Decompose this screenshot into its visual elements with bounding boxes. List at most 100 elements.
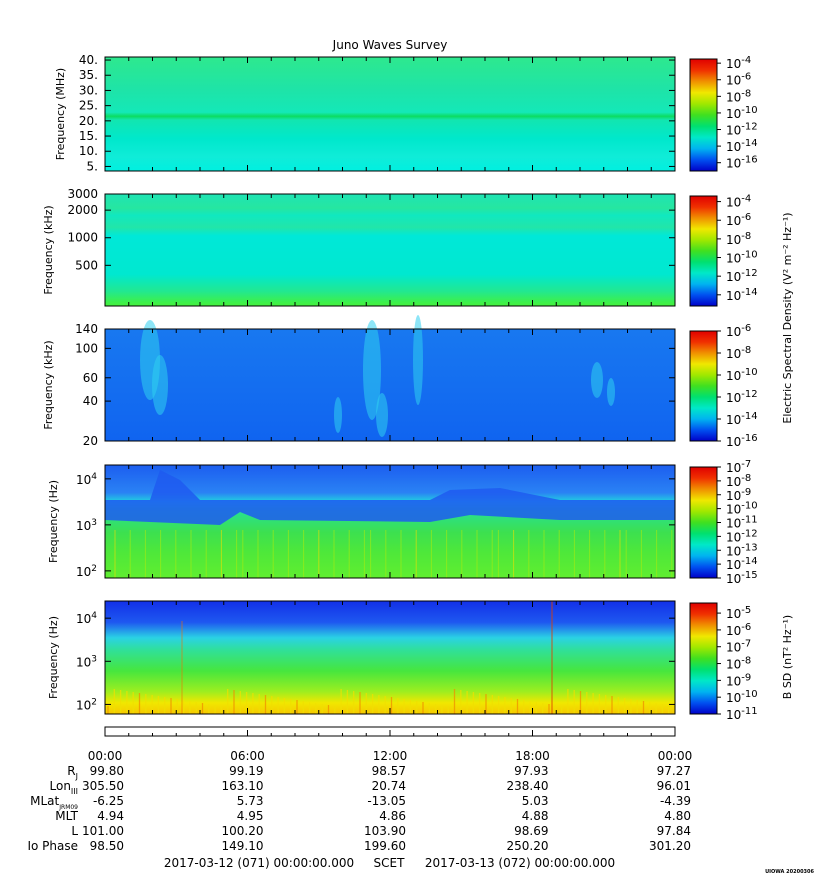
colorbar-hfr-low: 10-4 10-6 10-8 10-10 10-12 10-14 <box>689 194 758 307</box>
colorbar-scale <box>689 602 718 715</box>
emission-blob <box>363 320 381 420</box>
ephemeris-value: 5.03 <box>522 794 549 808</box>
electric-colorbar-title: Electric Spectral Density (V² m⁻² Hz⁻¹) <box>781 212 794 423</box>
x-tick-label: 00:00 <box>88 749 123 763</box>
colorbar-tick-label: 10-12 <box>726 389 758 405</box>
y-axis-label: Frequency (kHz) <box>42 205 55 294</box>
colorbar-tick-label: 10-4 <box>726 194 751 210</box>
spectrogram-lfr-high <box>105 329 675 441</box>
ephemeris-label: MLT <box>55 809 78 823</box>
colorbar-tick-label: 10-8 <box>726 656 751 672</box>
panel-lfr-low: 104 103 102 Frequency (Hz) 10-710-810-910-10… <box>47 459 758 586</box>
ephemeris-value: 250.20 <box>507 839 549 853</box>
ephemeris-value: 97.93 <box>514 764 548 778</box>
x-tick-label: 12:00 <box>373 749 408 763</box>
ephemeris-value: 238.40 <box>507 779 549 793</box>
spectrogram-hfr-low <box>105 194 675 306</box>
colorbar-tick-label: 10-6 <box>726 323 751 339</box>
chart-title: Juno Waves Survey <box>332 38 448 52</box>
y-tick-label: 102 <box>76 564 97 579</box>
y-axis-label: Frequency (Hz) <box>47 480 60 563</box>
ephemeris-value: 98.69 <box>514 824 548 838</box>
emission-blob <box>376 393 388 437</box>
y-tick-label: 35. <box>79 68 98 82</box>
x-tick-label: 06:00 <box>230 749 265 763</box>
y-tick-label: 10. <box>79 144 98 158</box>
y-tick-label: 103 <box>76 654 97 669</box>
ephemeris-value: 4.88 <box>522 809 549 823</box>
y-tick-label: 104 <box>76 611 97 626</box>
ephemeris-value: 199.60 <box>364 839 406 853</box>
ephemeris-value: 96.01 <box>657 779 691 793</box>
colorbar-tick-label: 10-12 <box>726 122 758 138</box>
colorbar-tick-label: 10-7 <box>726 639 751 655</box>
ephemeris-value: 305.50 <box>82 779 124 793</box>
ephemeris-value: 103.90 <box>364 824 406 838</box>
colorbar-tick-label: 10-14 <box>726 138 758 154</box>
ephemeris-value: -4.39 <box>660 794 691 808</box>
colorbar-lfr-high: 10-6 10-8 10-10 10-12 10-14 10-16 <box>689 323 758 449</box>
ephemeris-value: 4.80 <box>664 809 691 823</box>
colorbar-tick-label: 10-8 <box>726 473 751 489</box>
colorbar-tick-label: 10-9 <box>726 672 751 688</box>
colorbar-tick-label: 10-8 <box>726 231 751 247</box>
colorbar-tick-label: 10-10 <box>726 501 758 517</box>
ephemeris-value: 97.84 <box>657 824 691 838</box>
scet-label: SCET <box>374 856 406 870</box>
ephemeris-value: 163.10 <box>222 779 264 793</box>
ephemeris-value: 4.86 <box>379 809 406 823</box>
ephemeris-value: -6.25 <box>93 794 124 808</box>
y-tick-label: 3000 <box>67 187 98 201</box>
y-tick-label: 15. <box>79 129 98 143</box>
colorbar-scale <box>689 58 718 172</box>
emission-blob <box>591 362 603 398</box>
time-axis-strip: 00:00 06:00 12:00 18:00 00:00 <box>88 726 693 763</box>
ephemeris-label: L <box>71 824 78 838</box>
ephemeris-table: RJ 99.80 99.19 98.57 97.93 97.27 LonIII 305.50 1… <box>27 764 691 853</box>
y-tick-label: 30. <box>79 83 98 97</box>
colorbar-tick-label: 10-10 <box>726 689 758 705</box>
colorbar-tick-label: 10-6 <box>726 72 751 88</box>
colorbar-tick-label: 10-8 <box>726 88 751 104</box>
panel-hfr-high: 40.35.30. 25.20.15.10.5. Frequency (MHz) 10… <box>54 53 758 173</box>
colorbar-scale <box>689 466 718 579</box>
ephemeris-value: 5.73 <box>237 794 264 808</box>
ephemeris-value: 20.74 <box>372 779 406 793</box>
colorbar-tick-label: 10-15 <box>726 570 758 586</box>
ephemeris-value: 98.57 <box>372 764 406 778</box>
colorbar-lfr-low: 10-710-810-910-1010-1110-1210-1310-1410-… <box>689 459 758 586</box>
y-tick-label: 25. <box>79 99 98 113</box>
emission-blob <box>413 315 423 405</box>
ephemeris-value: 301.20 <box>649 839 691 853</box>
x-tick-label: 00:00 <box>658 749 693 763</box>
colorbar-tick-label: 10-12 <box>726 268 758 284</box>
y-tick-label: 60 <box>83 371 98 385</box>
y-tick-label: 1000 <box>67 231 98 245</box>
panel-lfr-high: 140 100 60 40 20 Frequency (kHz) 10-6 10-8 10-10… <box>42 315 758 449</box>
y-axis-label: Frequency (Hz) <box>47 616 60 699</box>
colorbar-tick-label: 10-6 <box>726 622 751 638</box>
y-tick-label: 40. <box>79 53 98 67</box>
ephemeris-value: 99.19 <box>229 764 263 778</box>
y-axis-label: Frequency (kHz) <box>42 340 55 429</box>
emission-blob <box>152 355 168 415</box>
ephemeris-label: LonIII <box>50 779 79 796</box>
colorbar-tick-label: 10-4 <box>726 55 751 71</box>
end-time-label: 2017-03-13 (072) 00:00:00.000 <box>425 856 615 870</box>
colorbar-tick-label: 10-13 <box>726 542 758 558</box>
colorbar-tick-label: 10-14 <box>726 556 758 572</box>
y-tick-label: 5. <box>87 159 98 173</box>
ephemeris-label: RJ <box>67 764 78 781</box>
colorbar-tick-label: 10-10 <box>726 250 758 266</box>
spectrogram-panels: 40.35.30. 25.20.15.10.5. Frequency (MHz) 10… <box>42 53 794 722</box>
colorbar-scale <box>689 330 718 442</box>
y-tick-label: 2000 <box>67 203 98 217</box>
colorbar-tick-label: 10-6 <box>726 212 751 228</box>
y-tick-label: 104 <box>76 472 97 487</box>
ephemeris-label: Io Phase <box>27 839 78 853</box>
spectrogram-mag <box>105 601 675 714</box>
